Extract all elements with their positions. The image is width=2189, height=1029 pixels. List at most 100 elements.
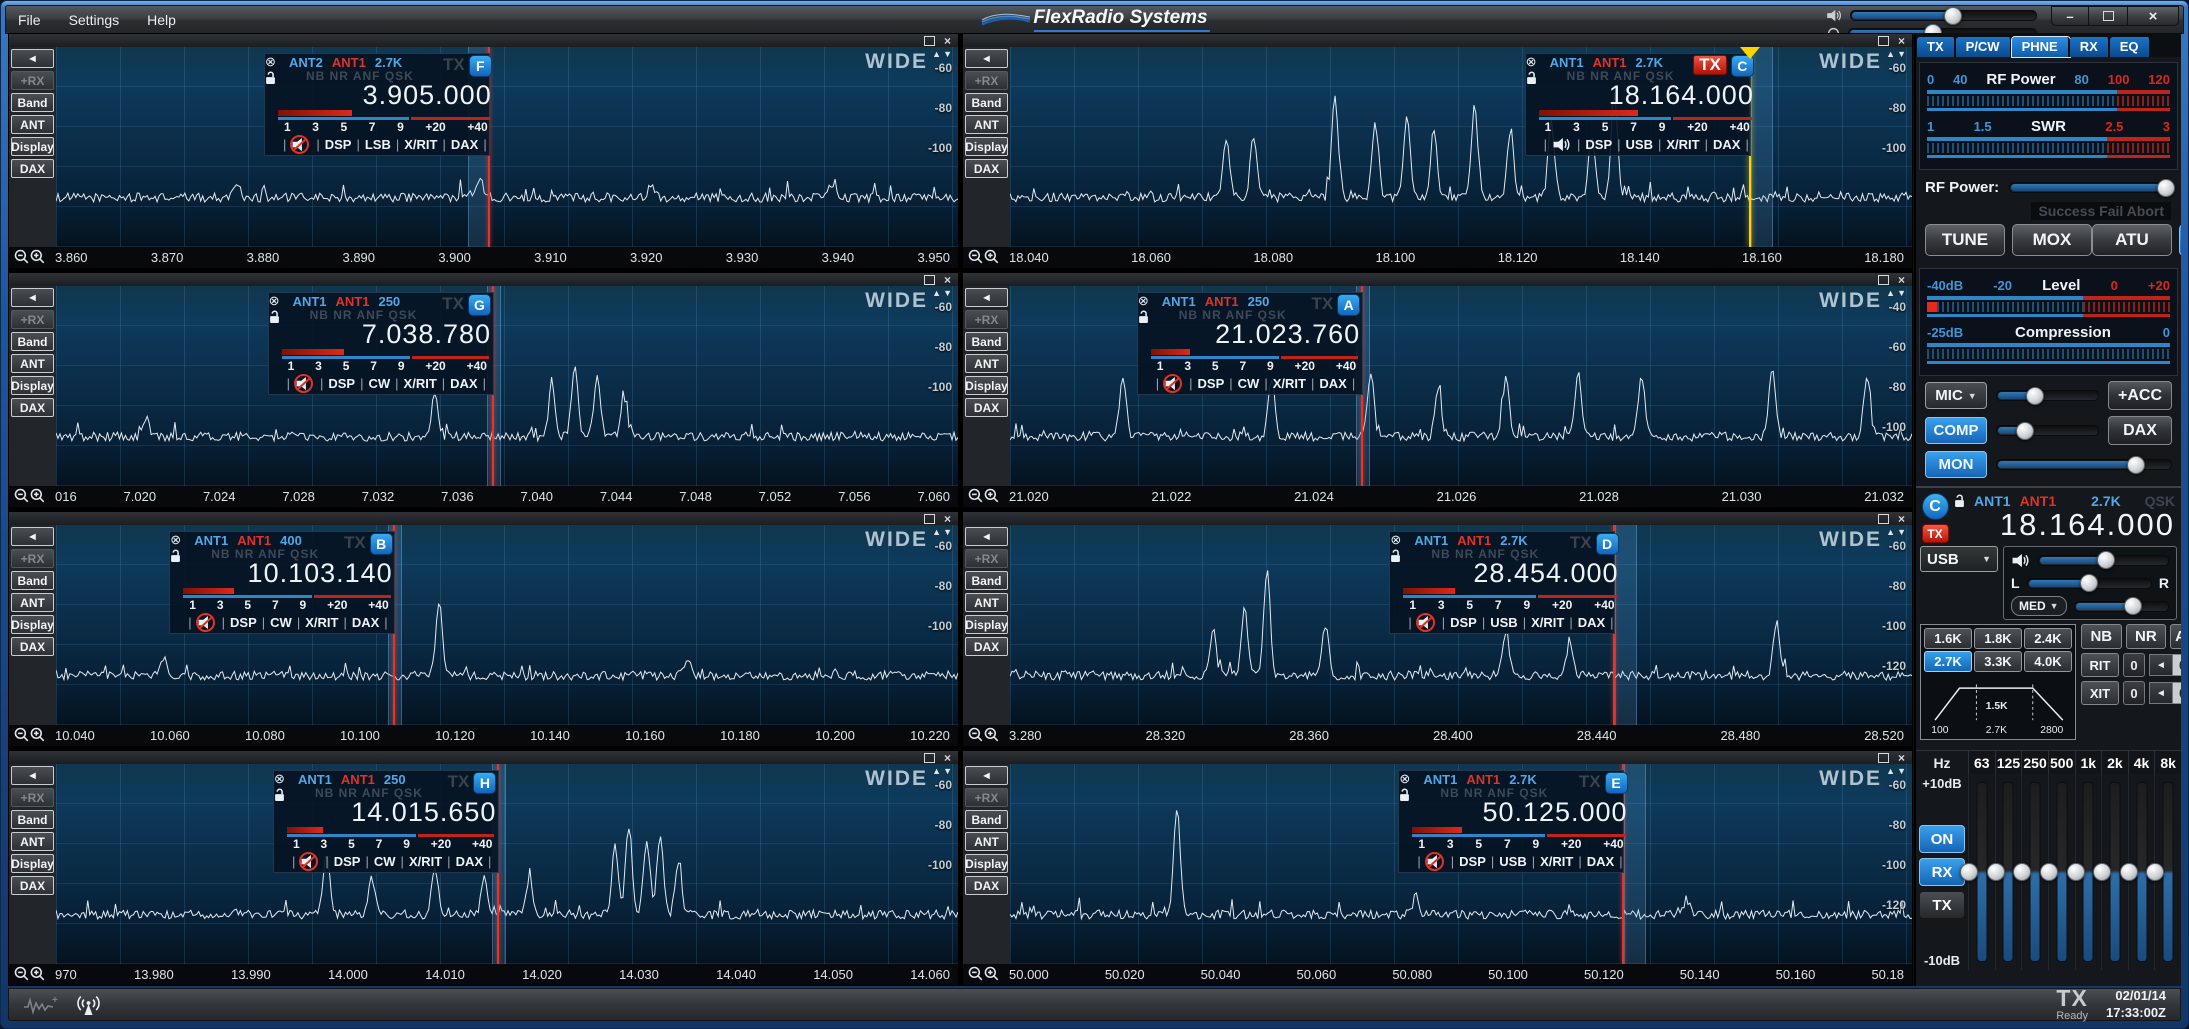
acc-button[interactable]: +ACC: [2108, 381, 2172, 410]
flag-button-dax[interactable]: DAX: [1577, 615, 1606, 630]
panel-titlebar[interactable]: ×: [963, 751, 1912, 764]
filter-width-label[interactable]: 2.7K: [1635, 55, 1663, 70]
spectrum-display[interactable]: WIDE ▲▼ ⊗ ANT1 ANT1 2.7K NB NR ANF QSK: [1010, 525, 1912, 725]
band-up-down-icons[interactable]: ▲▼: [932, 766, 954, 776]
panel-close-icon[interactable]: ×: [1897, 750, 1905, 765]
panel-maximize-icon[interactable]: [1877, 513, 1889, 524]
panel-button-ant[interactable]: ANT: [11, 354, 54, 373]
panel-titlebar[interactable]: ×: [9, 273, 958, 286]
tx-antenna-label[interactable]: ANT1: [237, 533, 272, 548]
panel-collapse-button[interactable]: ◄: [11, 49, 54, 68]
panel-maximize-icon[interactable]: [1877, 752, 1889, 763]
audio-mute-icon[interactable]: [2011, 553, 2031, 568]
maximize-button[interactable]: [2089, 6, 2127, 26]
flag-button-xrit[interactable]: X/RIT: [1531, 615, 1565, 630]
panel-button-ant[interactable]: ANT: [11, 115, 54, 134]
panel-maximize-icon[interactable]: [923, 35, 935, 46]
flag-button-dax[interactable]: DAX: [1586, 854, 1615, 869]
filter-width-label[interactable]: 2.7K: [1509, 772, 1537, 787]
nr-button[interactable]: NR: [2125, 624, 2167, 649]
xit-button[interactable]: XIT: [2081, 681, 2119, 705]
panel-button-rx[interactable]: +RX: [11, 788, 54, 807]
flag-button-cw[interactable]: CW: [373, 854, 396, 869]
filter-width-label[interactable]: 250: [1247, 294, 1270, 309]
panel-button-ant[interactable]: ANT: [11, 832, 54, 851]
eq-slider-knob[interactable]: [2066, 863, 2085, 881]
panel-titlebar[interactable]: ×: [963, 34, 1912, 47]
filter-preset-2.7k[interactable]: 2.7K: [1924, 651, 1972, 672]
panel-button-band[interactable]: Band: [11, 93, 54, 112]
audio-mute-icon[interactable]: [1552, 137, 1572, 152]
rx-antenna-label[interactable]: ANT1: [1549, 55, 1584, 70]
audio-mute-icon[interactable]: [1424, 852, 1446, 871]
mon-button[interactable]: MON: [1925, 451, 1987, 478]
panel-close-icon[interactable]: ×: [943, 272, 951, 287]
sidebar-tab-phne[interactable]: PHNE: [2010, 36, 2071, 58]
flag-button-cw[interactable]: CW: [1237, 376, 1260, 391]
agc-threshold-slider[interactable]: [2073, 597, 2169, 615]
slice-frequency[interactable]: 10.103.140: [247, 558, 393, 588]
unlock-icon[interactable]: [170, 549, 181, 563]
slice-frequency[interactable]: 50.125.000: [1482, 797, 1628, 827]
flag-button-cw[interactable]: CW: [270, 615, 292, 630]
eq-slider-knob[interactable]: [2013, 863, 2032, 881]
flag-button-lsb[interactable]: LSB: [364, 137, 391, 152]
rx-antenna-label[interactable]: ANT1: [1974, 493, 2011, 509]
unlock-icon[interactable]: [274, 788, 285, 802]
filter-width-label[interactable]: 2.7K: [1500, 533, 1528, 548]
rit-spinner[interactable]: ◄ 0 ►: [2149, 654, 2181, 676]
flag-button-dax[interactable]: DAX: [1319, 376, 1347, 391]
flag-button-xrit[interactable]: X/RIT: [305, 615, 339, 630]
filter-preset-1.6k[interactable]: 1.6K: [1924, 628, 1972, 649]
menu-file[interactable]: File: [18, 11, 41, 28]
anf-button[interactable]: ANF: [2170, 624, 2181, 649]
rx-antenna-label[interactable]: ANT1: [292, 294, 327, 309]
xit-value-button[interactable]: 0: [2123, 681, 2145, 705]
spectrum-display[interactable]: WIDE ▲▼ ⊗ ANT2 ANT1 2.7K NB NR ANF QSK: [56, 47, 958, 247]
rx-antenna-label[interactable]: ANT2: [288, 55, 323, 70]
mic-gain-slider[interactable]: [1996, 386, 2099, 405]
band-up-down-icons[interactable]: ▲▼: [1886, 527, 1908, 537]
slice-close-icon[interactable]: ⊗: [1525, 54, 1537, 69]
panel-collapse-button[interactable]: ◄: [11, 527, 54, 546]
slice-close-icon[interactable]: ⊗: [265, 54, 276, 69]
panel-maximize-icon[interactable]: [923, 752, 935, 763]
spin-left-icon[interactable]: ◄: [2149, 654, 2173, 676]
flag-button-cw[interactable]: CW: [368, 376, 391, 391]
flag-button-xrit[interactable]: X/RIT: [1272, 376, 1306, 391]
panel-button-band[interactable]: Band: [11, 571, 54, 590]
frequency-axis[interactable]: 50.000 50.020 50.040 50.060 50.080 50.100 50.1…: [963, 964, 1912, 985]
flag-button-dax[interactable]: DAX: [351, 615, 380, 630]
panel-titlebar[interactable]: ×: [963, 512, 1912, 525]
network-antenna-icon[interactable]: [75, 993, 102, 1016]
audio-mute-icon[interactable]: [1163, 374, 1184, 393]
panel-maximize-icon[interactable]: [1877, 35, 1889, 46]
unlock-icon[interactable]: [1138, 310, 1149, 324]
tx-antenna-label[interactable]: ANT1: [340, 772, 375, 787]
audio-gain-slider[interactable]: [2038, 551, 2169, 569]
slice-flag[interactable]: ⊗ ANT1 ANT1 2.7K NB NR ANF QSK TX C 18.1…: [1524, 53, 1754, 156]
mon-slider[interactable]: [1996, 455, 2172, 474]
panel-button-display[interactable]: Display: [965, 376, 1008, 395]
dax-button[interactable]: DAX: [2108, 416, 2172, 445]
panel-titlebar[interactable]: ×: [9, 512, 958, 525]
panel-button-rx[interactable]: +RX: [965, 549, 1008, 568]
panel-button-rx[interactable]: +RX: [11, 310, 54, 329]
rf-power-slider[interactable]: [2009, 178, 2176, 197]
rx-antenna-label[interactable]: ANT1: [1161, 294, 1196, 309]
audio-mute-icon[interactable]: [195, 613, 217, 632]
flag-button-dsp[interactable]: DSP: [1585, 137, 1613, 152]
frequency-axis[interactable]: 18.040 18.060 18.080 18.100 18.120 18.140 18.1…: [963, 247, 1912, 268]
panel-titlebar[interactable]: ×: [9, 751, 958, 764]
unlock-icon[interactable]: [1390, 549, 1401, 563]
zoom-out-in-icons[interactable]: [14, 966, 48, 983]
filter-preset-3.3k[interactable]: 3.3K: [1973, 651, 2022, 672]
audio-mute-icon[interactable]: [1415, 613, 1437, 632]
panel-button-dax[interactable]: DAX: [11, 398, 54, 417]
panel-maximize-icon[interactable]: [923, 274, 935, 285]
flag-button-dsp[interactable]: DSP: [1450, 615, 1477, 630]
flag-button-xrit[interactable]: X/RIT: [403, 376, 437, 391]
audio-mute-icon[interactable]: [299, 852, 320, 871]
panel-close-icon[interactable]: ×: [943, 750, 951, 765]
band-up-down-icons[interactable]: ▲▼: [1886, 288, 1908, 298]
